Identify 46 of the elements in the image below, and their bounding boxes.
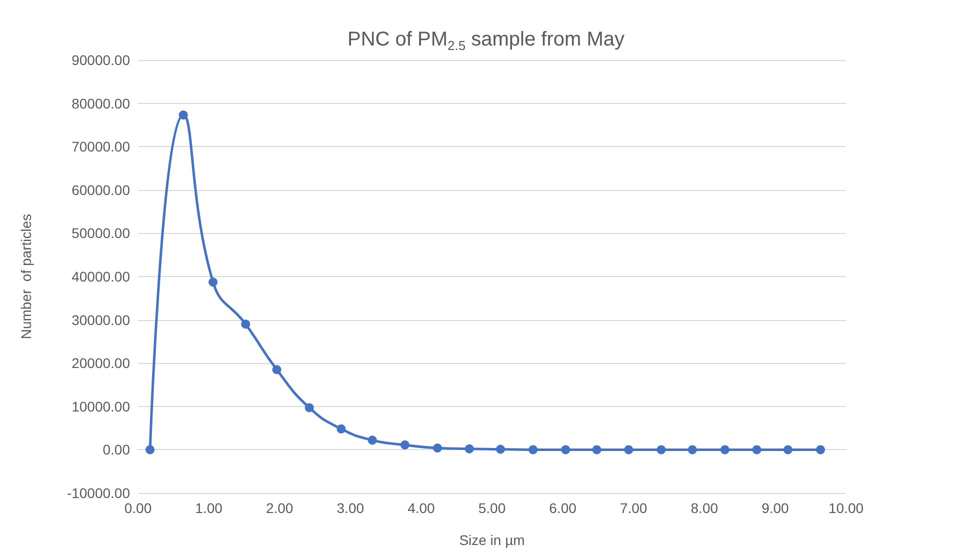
x-tick-label: 10.00 bbox=[828, 500, 864, 516]
y-tick-label: 20000.00 bbox=[72, 355, 130, 372]
x-tick-label: 5.00 bbox=[478, 500, 506, 516]
x-tick-label: 8.00 bbox=[690, 500, 718, 516]
point bbox=[720, 445, 730, 454]
point bbox=[464, 444, 474, 454]
point bbox=[272, 365, 282, 374]
y-tick-label: 10000.00 bbox=[72, 398, 130, 414]
point bbox=[816, 445, 826, 454]
point bbox=[624, 445, 634, 454]
point bbox=[752, 445, 762, 454]
x-axis-title: Size in µm bbox=[459, 532, 525, 548]
y-tick-label: 40000.00 bbox=[72, 268, 130, 284]
x-tick-label: 6.00 bbox=[549, 500, 577, 516]
y-tick-label: -10000.00 bbox=[66, 485, 130, 501]
point bbox=[178, 110, 188, 120]
y-tick-label: 30000.00 bbox=[72, 312, 130, 328]
point bbox=[208, 278, 218, 287]
point bbox=[336, 424, 346, 434]
y-tick-label: 90000.00 bbox=[72, 52, 130, 68]
y-tick-label: 80000.00 bbox=[72, 95, 130, 112]
x-tick-label: 0.00 bbox=[124, 500, 152, 516]
point bbox=[783, 445, 792, 454]
y-tick-label: 0.00 bbox=[102, 442, 130, 458]
y-axis-title: Number of particles bbox=[18, 214, 34, 340]
x-tick-label: 9.00 bbox=[762, 500, 790, 516]
x-tick-label: 7.00 bbox=[620, 500, 648, 516]
x-tick-label: 4.00 bbox=[408, 500, 436, 516]
point bbox=[561, 445, 570, 454]
point bbox=[304, 403, 314, 412]
x-tick-label: 1.00 bbox=[195, 500, 223, 516]
y-tick-label: 70000.00 bbox=[72, 138, 130, 155]
point bbox=[496, 444, 505, 454]
point bbox=[656, 445, 666, 454]
point bbox=[146, 445, 155, 454]
point bbox=[400, 440, 410, 450]
point bbox=[528, 445, 538, 454]
y-tick-label: 50000.00 bbox=[72, 225, 130, 242]
x-tick-label: 3.00 bbox=[336, 500, 364, 516]
x-tick-label: 2.00 bbox=[266, 500, 294, 516]
point bbox=[592, 445, 602, 454]
point bbox=[432, 443, 442, 452]
point bbox=[368, 436, 377, 445]
y-tick-label: 60000.00 bbox=[72, 182, 130, 198]
point bbox=[688, 445, 697, 454]
point bbox=[241, 320, 250, 329]
